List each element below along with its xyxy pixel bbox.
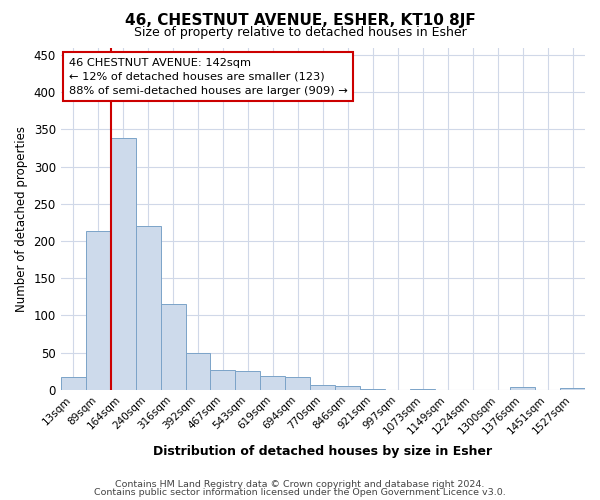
Bar: [61, 377, 86, 390]
Bar: [86, 230, 110, 390]
Text: Contains HM Land Registry data © Crown copyright and database right 2024.: Contains HM Land Registry data © Crown c…: [115, 480, 485, 489]
Text: Size of property relative to detached houses in Esher: Size of property relative to detached ho…: [134, 26, 466, 39]
Bar: [161, 304, 185, 390]
Bar: [410, 389, 435, 390]
Bar: [335, 386, 360, 390]
Text: 46 CHESTNUT AVENUE: 142sqm
← 12% of detached houses are smaller (123)
88% of sem: 46 CHESTNUT AVENUE: 142sqm ← 12% of deta…: [68, 58, 347, 96]
Bar: [136, 226, 161, 390]
Text: Contains public sector information licensed under the Open Government Licence v3: Contains public sector information licen…: [94, 488, 506, 497]
Bar: [185, 352, 211, 390]
X-axis label: Distribution of detached houses by size in Esher: Distribution of detached houses by size …: [153, 444, 493, 458]
Y-axis label: Number of detached properties: Number of detached properties: [15, 126, 28, 312]
Bar: [286, 377, 310, 390]
Bar: [560, 388, 585, 390]
Bar: [235, 371, 260, 390]
Text: 46, CHESTNUT AVENUE, ESHER, KT10 8JF: 46, CHESTNUT AVENUE, ESHER, KT10 8JF: [125, 12, 475, 28]
Bar: [260, 376, 286, 390]
Bar: [360, 389, 385, 390]
Bar: [211, 370, 235, 390]
Bar: [310, 384, 335, 390]
Bar: [510, 387, 535, 390]
Bar: [110, 138, 136, 390]
